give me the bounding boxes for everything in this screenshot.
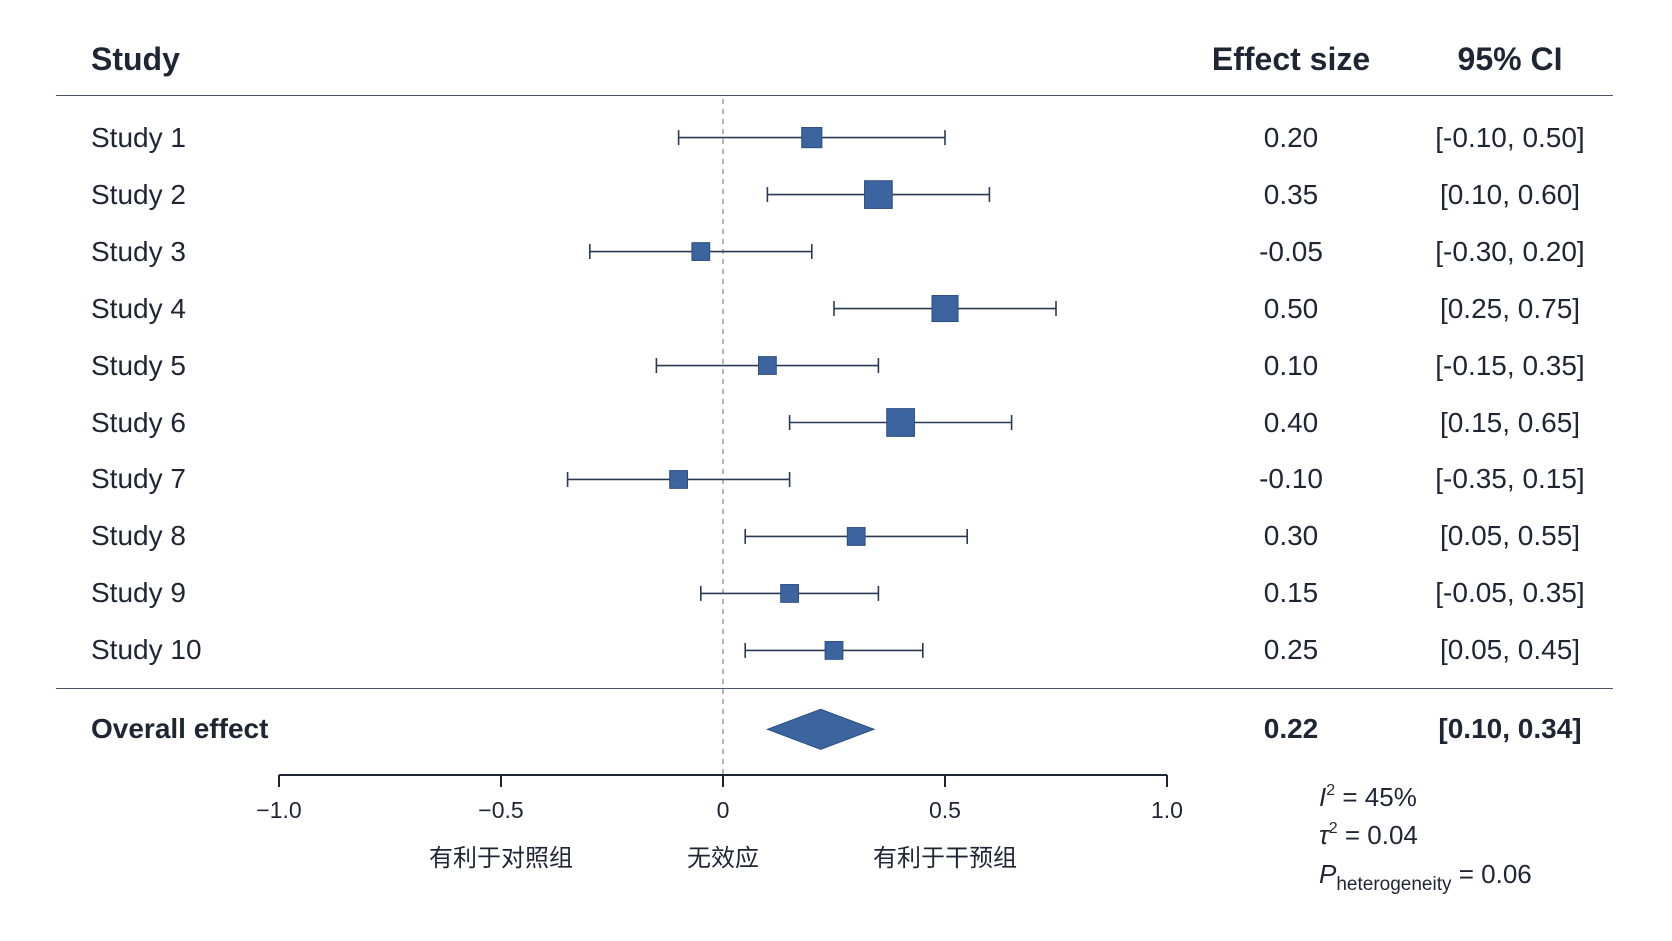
effect-size-value: -0.05 [1259, 235, 1323, 267]
summary-divider [56, 688, 1613, 689]
study-label: Study 3 [91, 235, 186, 267]
effect-size-marker [758, 356, 777, 375]
study-label: Study 1 [91, 121, 186, 153]
study-row: Study 9 0.15 [-0.05, 0.35] [0, 575, 1672, 611]
study-column-header: Study [91, 41, 180, 77]
ci-value: [-0.05, 0.35] [1435, 577, 1585, 609]
effect-size-marker [846, 527, 866, 546]
ci-value: [0.05, 0.55] [1439, 520, 1581, 552]
ci-value: [0.05, 0.45] [1439, 634, 1581, 666]
effect-size-value: -0.10 [1259, 463, 1323, 495]
study-row: Study 5 0.10 [-0.15, 0.35] [0, 348, 1672, 384]
heterogeneity-p-value: = 0.06 [1451, 859, 1532, 889]
study-label: Study 8 [91, 520, 186, 552]
x-tick-label: 0 [716, 797, 730, 823]
heterogeneity-statistics: I2 = 45% τ2 = 0.04 Pheterogeneity = 0.06 [1319, 780, 1619, 895]
overall-effect-diamond [765, 708, 876, 750]
effect-size-value: 0.10 [1263, 349, 1319, 381]
p-subscript: heterogeneity [1336, 874, 1452, 895]
no-effect-label: 无效应 [687, 845, 759, 872]
effect-size-value: 0.30 [1263, 520, 1319, 552]
study-row: Study 6 0.40 [0.15, 0.65] [0, 405, 1672, 441]
ci-value: [-0.30, 0.20] [1435, 235, 1585, 267]
effect-size-value: 0.50 [1263, 292, 1319, 324]
study-row: Study 2 0.35 [0.10, 0.60] [0, 177, 1672, 213]
study-label: Study 10 [91, 634, 202, 666]
tau-squared-statistic: τ2 = 0.04 [1319, 818, 1418, 852]
study-label: Study 2 [91, 178, 186, 210]
effect-size-column-header: Effect size [1211, 41, 1371, 77]
study-label: Study 5 [91, 349, 186, 381]
effect-size-value: 0.15 [1263, 577, 1319, 609]
effect-size-marker [864, 180, 893, 209]
x-tick-label: 1.0 [1151, 797, 1183, 823]
overall-effect-label: Overall effect [91, 713, 269, 744]
header-divider [56, 95, 1613, 96]
effect-size-marker [691, 242, 711, 261]
effect-size-marker [931, 295, 959, 323]
effect-size-value: 0.35 [1263, 178, 1319, 210]
effect-size-marker [801, 127, 823, 149]
effect-size-value: 0.25 [1263, 634, 1319, 666]
tau-squared-value: = 0.04 [1337, 820, 1418, 850]
i-squared-value: = 45% [1335, 782, 1417, 812]
study-label: Study 4 [91, 292, 186, 324]
i-squared-symbol: I [1319, 782, 1327, 812]
study-row: Study 8 0.30 [0.05, 0.55] [0, 518, 1672, 554]
ci-value: [0.25, 0.75] [1439, 292, 1581, 324]
overall-ci-value: [0.10, 0.34] [1438, 713, 1582, 744]
x-tick-label: −0.5 [478, 797, 524, 823]
heterogeneity-p-statistic: Pheterogeneity = 0.06 [1319, 857, 1532, 894]
ci-value: [-0.35, 0.15] [1435, 463, 1585, 495]
study-label: Study 7 [91, 463, 186, 495]
ci-column-header: 95% CI [1457, 41, 1563, 77]
favours-intervention-label: 有利于干预组 [873, 845, 1017, 872]
overall-effect-value: 0.22 [1263, 713, 1319, 744]
overall-effect-row: Overall effect 0.22 [0.10, 0.34] [0, 711, 1672, 747]
tau-squared-superscript: 2 [1328, 820, 1338, 837]
i-squared-statistic: I2 = 45% [1319, 780, 1417, 814]
study-label: Study 9 [91, 577, 186, 609]
favours-control-label: 有利于对照组 [429, 845, 573, 872]
tau-squared-symbol: τ [1319, 820, 1329, 850]
effect-size-marker [886, 408, 915, 437]
ci-value: [0.15, 0.65] [1439, 406, 1581, 438]
x-tick-label: 0.5 [929, 797, 961, 823]
effect-size-value: 0.40 [1263, 406, 1319, 438]
study-row: Study 10 0.25 [0.05, 0.45] [0, 632, 1672, 668]
p-symbol: P [1319, 859, 1337, 889]
study-row: Study 7 -0.10 [-0.35, 0.15] [0, 461, 1672, 497]
x-tick-label: −1.0 [256, 797, 302, 823]
effect-size-marker [669, 470, 688, 489]
study-label: Study 6 [91, 406, 186, 438]
effect-size-marker [780, 584, 799, 603]
effect-size-marker [824, 641, 844, 660]
column-header-row: Study Effect size 95% CI [0, 39, 1672, 79]
study-row: Study 4 0.50 [0.25, 0.75] [0, 291, 1672, 327]
i-squared-superscript: 2 [1326, 782, 1336, 799]
effect-size-value: 0.20 [1263, 121, 1319, 153]
study-row: Study 3 -0.05 [-0.30, 0.20] [0, 234, 1672, 270]
ci-value: [-0.10, 0.50] [1435, 121, 1585, 153]
ci-value: [0.10, 0.60] [1439, 178, 1581, 210]
ci-value: [-0.15, 0.35] [1435, 349, 1585, 381]
study-row: Study 1 0.20 [-0.10, 0.50] [0, 120, 1672, 156]
